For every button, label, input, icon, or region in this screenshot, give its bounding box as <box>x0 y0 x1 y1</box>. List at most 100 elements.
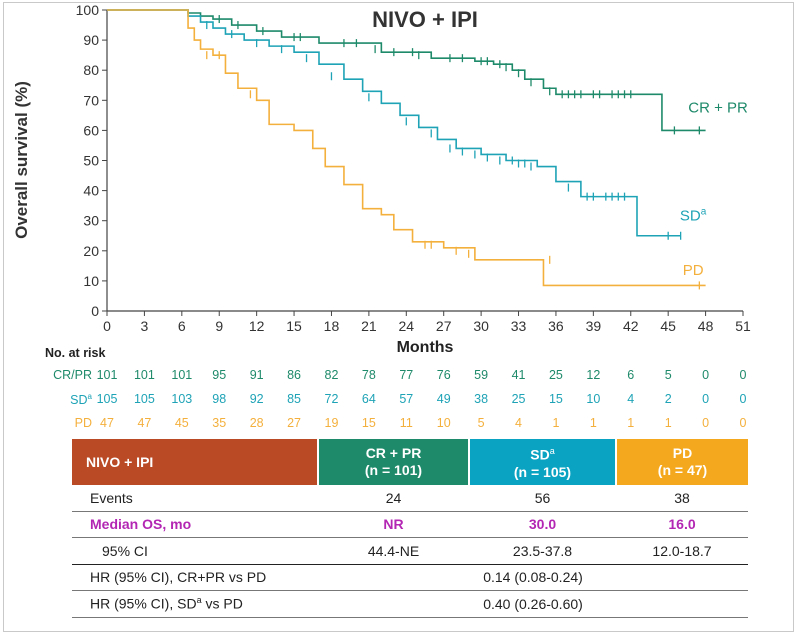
risk-value: 0 <box>739 368 747 382</box>
events-cr: 24 <box>318 485 469 512</box>
series-line-1 <box>107 9 681 237</box>
series-label: CR + PR <box>688 99 748 116</box>
header-sd-name: SD <box>530 446 550 463</box>
risk-value: 82 <box>324 368 339 382</box>
risk-value: 15 <box>361 416 376 430</box>
risk-value: 101 <box>171 368 193 382</box>
axes: 0 3 6 9 12 15 18 21 24 27 30 33 36 39 42 45 48 5101020304… <box>76 2 751 334</box>
risk-value: 10 <box>436 416 451 430</box>
hr-sd-label-b: vs PD <box>201 596 243 613</box>
x-tick-label: 42 <box>623 318 639 334</box>
header-pd: PD (n = 47) <box>615 439 748 485</box>
risk-value: 95 <box>212 368 227 382</box>
x-tick-label: 12 <box>249 318 265 334</box>
risk-value: 1 <box>627 416 635 430</box>
x-tick-label: 48 <box>698 318 714 334</box>
risk-value: 28 <box>249 416 264 430</box>
risk-value: 2 <box>664 392 672 406</box>
x-tick-label: 51 <box>735 318 751 334</box>
events-pd: 38 <box>616 485 748 512</box>
risk-value: 59 <box>474 368 489 382</box>
risk-value: 103 <box>171 392 193 406</box>
risk-value: 1 <box>664 416 672 430</box>
risk-value: 19 <box>324 416 339 430</box>
hr-sd-label-sup: a <box>196 595 202 606</box>
events-label: Events <box>72 485 318 512</box>
risk-value: 4 <box>515 416 522 430</box>
y-tick-label: 20 <box>83 243 99 259</box>
series-line-0 <box>107 9 706 132</box>
risk-value: 49 <box>436 392 451 406</box>
risk-value: 78 <box>361 368 376 382</box>
y-axis-label: Overall survival (%) <box>12 81 31 239</box>
x-tick-label: 45 <box>660 318 676 334</box>
risk-value: 4 <box>627 392 635 406</box>
hr-cr-pr-label: HR (95% CI), CR+PR vs PD <box>72 564 318 591</box>
header-pd-name: PD <box>672 445 693 461</box>
risk-value: 85 <box>287 392 301 406</box>
risk-value: 0 <box>702 392 710 406</box>
series-label: SDa <box>680 207 707 225</box>
risk-value: 47 <box>100 416 114 430</box>
risk-value: 0 <box>739 392 747 406</box>
x-tick-label: 36 <box>548 318 564 334</box>
risk-value: 25 <box>511 392 526 406</box>
ci-pd: 12.0-18.7 <box>616 537 748 565</box>
y-tick-label: 90 <box>83 32 99 48</box>
risk-value: 12 <box>586 368 601 382</box>
risk-value: 38 <box>474 392 489 406</box>
median-os-row: Median OS, mo NR 30.0 16.0 <box>72 511 748 538</box>
risk-value: 101 <box>96 368 118 382</box>
y-tick-label: 50 <box>83 153 99 169</box>
x-tick-label: 9 <box>215 318 223 334</box>
risk-value: 1 <box>552 416 560 430</box>
risk-row-label: SDa <box>70 392 92 408</box>
risk-value: 25 <box>548 368 563 382</box>
risk-row: 105 105 103 98 92 85 72 64 57 49 38 25 15 10 4 2 0 0 <box>0 392 797 410</box>
risk-value: 0 <box>702 416 710 430</box>
summary-table: NIVO + IPI CR + PR (n = 101) SDa (n = 10… <box>72 439 748 618</box>
risk-value: 45 <box>174 416 189 430</box>
x-tick-label: 39 <box>586 318 602 334</box>
risk-value: 15 <box>548 392 563 406</box>
series-label: PD <box>683 262 704 279</box>
risk-value: 76 <box>436 368 451 382</box>
x-tick-label: 33 <box>511 318 527 334</box>
hr-sd-label: HR (95% CI), SDa vs PD <box>72 590 318 618</box>
risk-value: 41 <box>511 368 526 382</box>
risk-value: 91 <box>249 368 264 382</box>
header-sd-n: (n = 105) <box>513 463 572 480</box>
median-os-label: Median OS, mo <box>72 511 318 538</box>
ci-row: 95% CI 44.4-NE 23.5-37.8 12.0-18.7 <box>72 537 748 565</box>
risk-value: 98 <box>212 392 227 406</box>
x-tick-label: 3 <box>141 318 149 334</box>
header-cr-pr: CR + PR (n = 101) <box>317 439 469 485</box>
risk-row-label: CR/PR <box>53 368 92 382</box>
events-sd: 56 <box>469 485 616 512</box>
header-cr-n: (n = 101) <box>364 462 423 478</box>
x-tick-label: 24 <box>399 318 415 334</box>
y-tick-label: 40 <box>83 183 99 199</box>
ci-sd: 23.5-37.8 <box>469 537 616 565</box>
survival-curves: CR + PR SDa PD <box>107 9 748 290</box>
risk-value: 11 <box>399 416 413 430</box>
header-group: NIVO + IPI <box>72 439 318 485</box>
y-tick-label: 60 <box>83 122 99 138</box>
y-tick-label: 0 <box>91 303 99 319</box>
risk-table-title: No. at risk <box>45 346 106 360</box>
risk-value: 77 <box>399 368 414 382</box>
risk-value: 5 <box>664 368 672 382</box>
ci-label: 95% CI <box>72 537 318 565</box>
risk-row-label-sup: a <box>87 392 92 401</box>
risk-value: 101 <box>133 368 155 382</box>
risk-row: 47 47 45 35 28 27 19 15 11 10 5 4 1 1 1 1 0 0 <box>0 416 797 434</box>
header-sd: SDa (n = 105) <box>468 439 616 485</box>
x-tick-label: 30 <box>473 318 489 334</box>
hr-cr-pr-row: HR (95% CI), CR+PR vs PD 0.14 (0.08-0.24… <box>72 564 748 591</box>
chart-title: NIVO + IPI <box>372 7 478 32</box>
ci-cr: 44.4-NE <box>318 537 469 565</box>
hr-sd-label-a: HR (95% CI), SD <box>90 596 197 613</box>
series-line-2 <box>107 9 706 287</box>
hr-sd-row: HR (95% CI), SDa vs PD 0.40 (0.26-0.60) <box>72 590 748 618</box>
risk-value: 92 <box>249 392 264 406</box>
